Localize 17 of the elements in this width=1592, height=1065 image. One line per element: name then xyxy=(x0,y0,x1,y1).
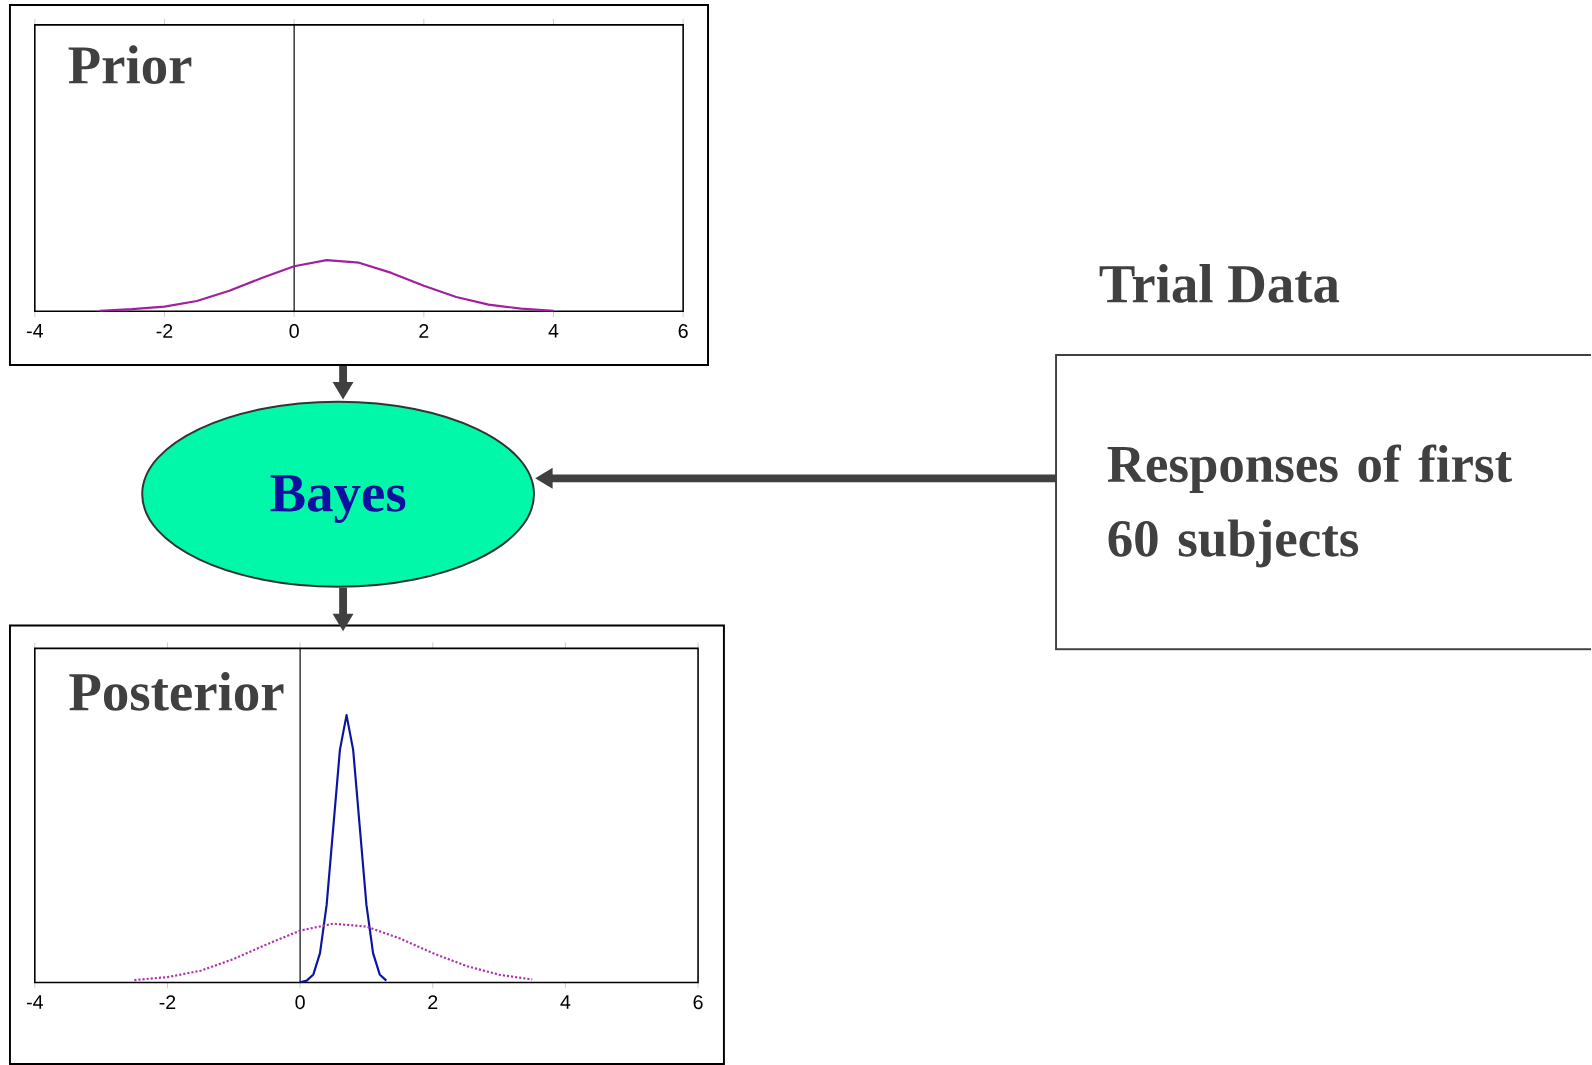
chart-title: Prior xyxy=(68,45,192,84)
x-tick-label: 2 xyxy=(428,995,438,1009)
x-tick-label: 2 xyxy=(419,324,429,338)
x-tick-label: -4 xyxy=(26,324,43,338)
x-tick-label: 0 xyxy=(289,324,299,338)
x-tick-label: 6 xyxy=(678,324,688,338)
text: Bayes xyxy=(270,475,406,524)
x-tick-label: -2 xyxy=(156,324,173,338)
chart-title: Posterior xyxy=(69,672,284,711)
text: Trial Data xyxy=(1099,264,1340,303)
x-tick-label: 4 xyxy=(548,324,559,338)
x-tick-label: 0 xyxy=(295,995,305,1010)
x-tick-label: -4 xyxy=(26,995,43,1009)
text: Responses of first 60 subjects xyxy=(1107,444,1512,568)
x-tick-label: 4 xyxy=(560,995,571,1009)
x-tick-label: 6 xyxy=(693,995,703,1010)
x-tick-label: -2 xyxy=(159,995,176,1009)
